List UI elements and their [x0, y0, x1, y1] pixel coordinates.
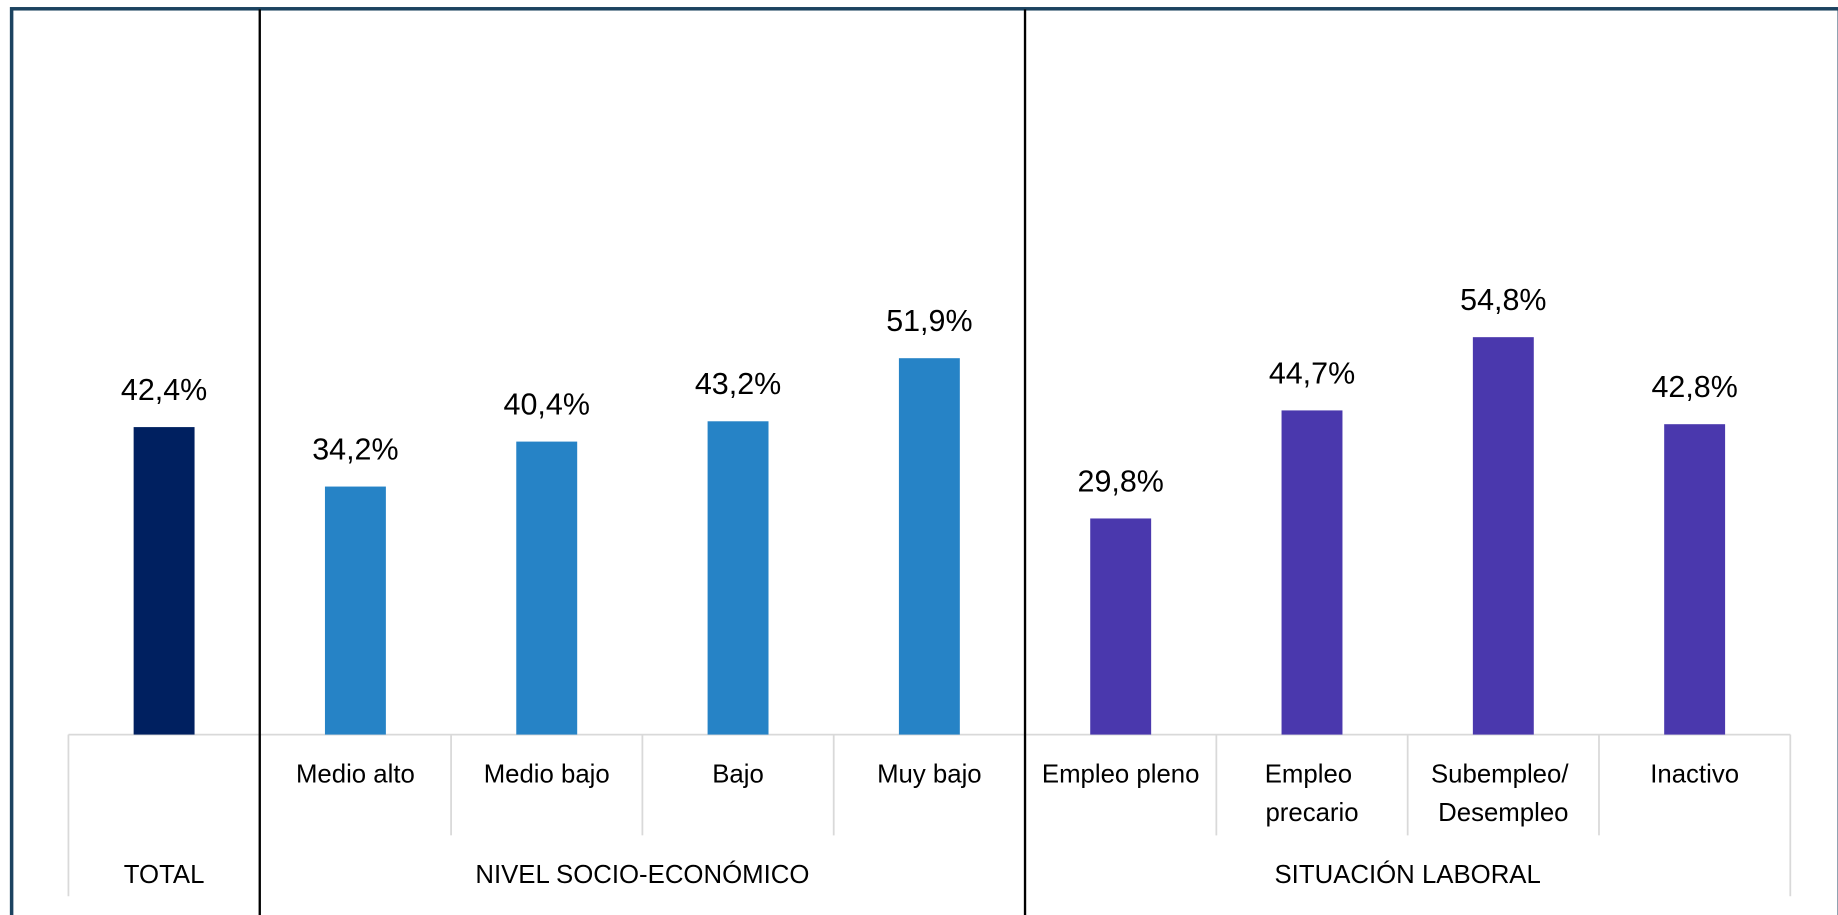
x-tick-label: Medio bajo — [484, 760, 610, 788]
bar — [1472, 337, 1534, 735]
bar — [324, 486, 386, 735]
bar — [898, 358, 960, 735]
value-label: 34,2% — [312, 432, 398, 466]
value-label: 54,8% — [1460, 283, 1546, 317]
value-label: 43,2% — [695, 367, 781, 401]
value-label: 42,4% — [121, 373, 207, 407]
bar — [516, 441, 578, 735]
bar — [1281, 410, 1343, 735]
group-label: TOTAL — [124, 861, 205, 889]
x-tick-label: Muy bajo — [877, 760, 982, 788]
value-label: 29,8% — [1078, 464, 1164, 498]
bar — [1090, 518, 1152, 735]
value-label: 44,7% — [1269, 356, 1355, 390]
x-tick-label: Empleo precario — [1265, 760, 1360, 827]
value-label: 40,4% — [504, 387, 590, 421]
x-tick-label: Medio alto — [296, 760, 415, 788]
group-label: SITUACIÓN LABORAL — [1275, 860, 1541, 889]
bar — [1664, 424, 1726, 735]
bar — [707, 421, 769, 735]
group-label: NIVEL SOCIO-ECONÓMICO — [475, 860, 809, 889]
value-label: 42,8% — [1651, 370, 1737, 404]
value-label: 51,9% — [886, 304, 972, 338]
x-tick-label: Bajo — [712, 760, 764, 788]
x-tick-label: Inactivo — [1650, 760, 1739, 788]
bar — [133, 427, 195, 735]
x-tick-label: Empleo pleno — [1042, 760, 1200, 788]
x-tick-label: Subempleo/ Desempleo — [1431, 760, 1576, 827]
chart-border — [9, 7, 1838, 915]
